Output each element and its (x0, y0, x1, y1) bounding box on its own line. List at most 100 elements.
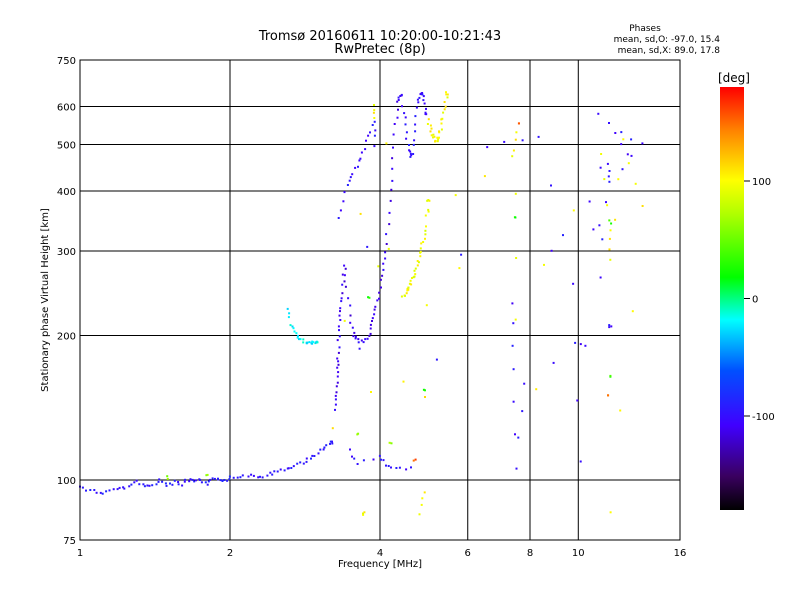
data-point (419, 93, 422, 96)
data-point (415, 106, 418, 109)
data-point (430, 134, 433, 137)
data-point (206, 483, 209, 486)
data-point (369, 327, 372, 330)
data-point (409, 279, 412, 282)
data-point (422, 99, 425, 102)
data-point (608, 122, 610, 124)
data-point (335, 391, 338, 394)
data-point (339, 310, 341, 313)
data-point (378, 454, 381, 457)
data-point (377, 265, 380, 268)
data-point (288, 312, 291, 315)
data-point (250, 473, 253, 476)
data-point (336, 366, 339, 369)
data-point (429, 130, 432, 133)
data-point (384, 251, 387, 254)
colorbar-ticks: 100 0 -100 (744, 177, 775, 423)
data-point (290, 467, 293, 469)
data-point (226, 479, 229, 482)
data-point (599, 276, 602, 279)
data-point (211, 477, 214, 480)
y-tick-label: 200 (57, 332, 76, 343)
data-point (382, 459, 385, 462)
data-point (433, 135, 436, 138)
data-point (148, 484, 151, 487)
data-point (199, 479, 202, 481)
stats-o: mean, sd,O: -97.0, 15.4 (614, 35, 721, 45)
x-tick-label: 2 (227, 548, 233, 559)
data-point (271, 473, 274, 476)
data-point (364, 148, 367, 151)
data-point (606, 162, 609, 165)
data-point (112, 488, 115, 491)
x-tick-label: 16 (674, 548, 687, 559)
data-point (413, 269, 416, 272)
data-point (414, 123, 417, 126)
data-point (371, 320, 373, 322)
data-point (627, 162, 630, 165)
data-point (441, 117, 444, 120)
data-point (388, 441, 391, 444)
data-point (443, 101, 446, 103)
data-point (630, 138, 633, 141)
data-point (346, 184, 349, 186)
data-point (620, 131, 623, 134)
data-point (432, 136, 434, 139)
data-point (116, 488, 119, 491)
data-point (424, 389, 426, 392)
data-point (395, 467, 398, 469)
data-point (424, 233, 427, 236)
x-axis-label: Frequency [MHz] (338, 559, 422, 570)
data-point (343, 264, 346, 267)
data-point (356, 433, 359, 436)
data-point (630, 154, 633, 157)
data-point (213, 477, 216, 480)
data-point (380, 458, 382, 461)
data-point (322, 448, 325, 451)
data-point (325, 444, 328, 447)
data-point (293, 330, 296, 333)
data-point (365, 139, 367, 142)
y-tick-label: 300 (57, 247, 76, 258)
data-point (388, 211, 391, 214)
data-point (316, 341, 319, 344)
data-point (425, 107, 427, 110)
data-point (298, 338, 300, 341)
data-point (438, 130, 440, 133)
colorbar-tick-label: 0 (752, 295, 758, 306)
data-point (334, 403, 337, 406)
data-point (427, 199, 430, 201)
data-point (223, 479, 226, 481)
data-point (313, 455, 316, 457)
data-point (380, 286, 382, 289)
data-point (166, 475, 169, 478)
data-point (341, 283, 344, 286)
data-point (169, 482, 171, 485)
data-point (205, 474, 208, 477)
data-point (354, 335, 357, 338)
data-point (142, 483, 145, 486)
data-point (392, 133, 395, 136)
data-point (292, 327, 295, 330)
data-point (343, 191, 346, 194)
data-point (329, 442, 331, 445)
data-point (535, 388, 538, 391)
data-point (514, 318, 517, 321)
data-point (177, 481, 180, 483)
data-point (397, 96, 400, 99)
data-point (390, 466, 392, 469)
data-point (338, 329, 340, 332)
data-point (424, 396, 426, 398)
y-tick-label: 400 (57, 187, 76, 198)
data-point (387, 247, 390, 250)
data-point (340, 297, 343, 300)
data-point (331, 440, 333, 443)
data-point (151, 484, 154, 487)
data-point (188, 480, 191, 483)
data-point (515, 257, 518, 259)
data-point (592, 228, 595, 231)
data-point (579, 460, 582, 463)
data-point (209, 478, 212, 481)
data-point (337, 325, 340, 328)
stats-title: Phases (629, 24, 661, 34)
